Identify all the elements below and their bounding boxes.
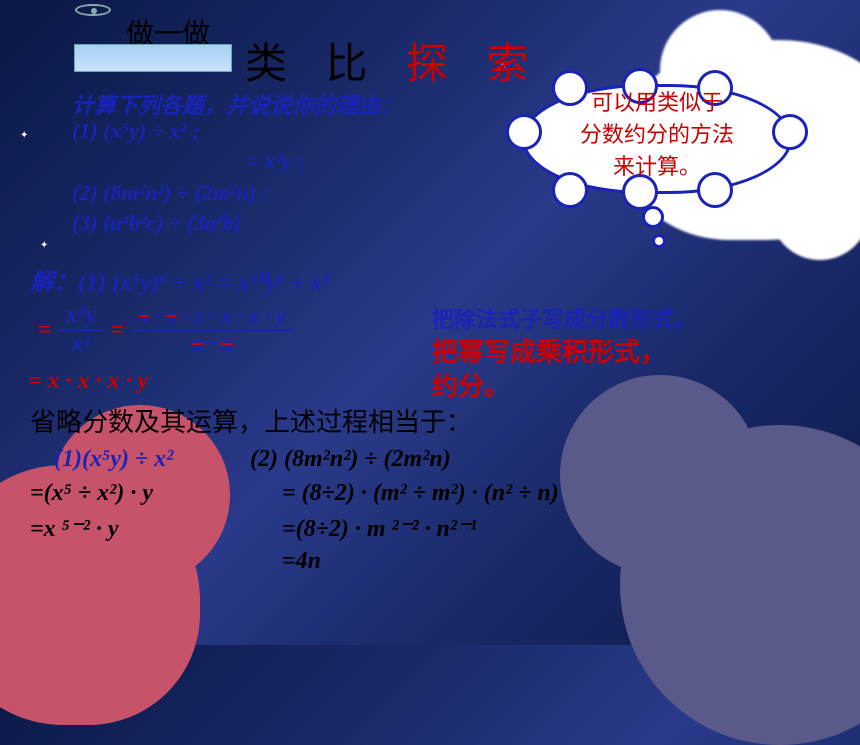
bottom-1c: =x ⁵⁻² · y [30,514,119,543]
summary-text: 省略分数及其运算，上述过程相当于： [30,402,472,439]
bottom-2a: (2) (8m²n²) ÷ (2m²n) [250,446,451,473]
bubble-line-3: 来计算。 [532,149,782,181]
star-deco: ✦ [20,130,28,141]
fraction-1: x⁵y x² [60,302,103,358]
frac2-den: x · x [185,331,239,358]
bottom-2c: =(8÷2) · m ²⁻² · n²⁻¹ [282,514,477,543]
frac1-num: x⁵y [60,302,103,331]
frac2-num: x · x · x · x · x · y [132,303,291,331]
title-black: 类 比 [245,42,382,88]
badge-box [74,44,232,72]
bottom-2b: = (8÷2) · (m² ÷ m²) · (n² ÷ n) [282,480,559,507]
bottom-1b: =(x⁵ ÷ x²) · y [30,480,153,507]
instruction-text: 计算下列各题，并说说你的理由： [72,88,402,120]
solution-label: 解：(1) (x⁵y)⁶ ÷ x² = x³⁰y⁶ ÷ x² [30,262,330,297]
bubble-line-2: 分数约分的方法 [532,117,782,149]
equals-sign: = [38,317,52,344]
page-title: 类 比 探 索 [245,30,543,91]
fraction-row: = x⁵y x² = x · x · x · x · x · y x · x [30,302,292,358]
thought-bubble-text: 可以用类似于 分数约分的方法 来计算。 [532,85,782,181]
problem-1: (1) (x⁵y) ÷ x² ; [72,118,200,144]
answer-1: = x³y ; [246,148,304,174]
star-deco: ✦ [40,240,48,251]
note-1: 把除法式子写成分数形式， [432,302,696,334]
bottom-2d: =4n [282,548,321,575]
simplify-result: = x · x · x · y [28,368,148,395]
ufo-icon [75,4,111,16]
problem-3: (3) (a⁴b²c) ÷ (3a²b) [72,210,241,236]
equals-sign: = [111,317,125,344]
note-2: 把幂写成乘积形式， [432,332,666,369]
frac1-den: x² [66,331,97,358]
problem-2: (2) (8m²n²) ÷ (2m²n) ; [72,180,269,206]
bubble-line-1: 可以用类似于 [532,85,782,117]
note-3: 约分。 [432,366,510,403]
bottom-1a: (1)(x⁵y) ÷ x² [54,446,173,473]
fraction-2: x · x · x · x · x · y x · x [132,303,291,358]
cloud-bottom-right [620,425,860,745]
